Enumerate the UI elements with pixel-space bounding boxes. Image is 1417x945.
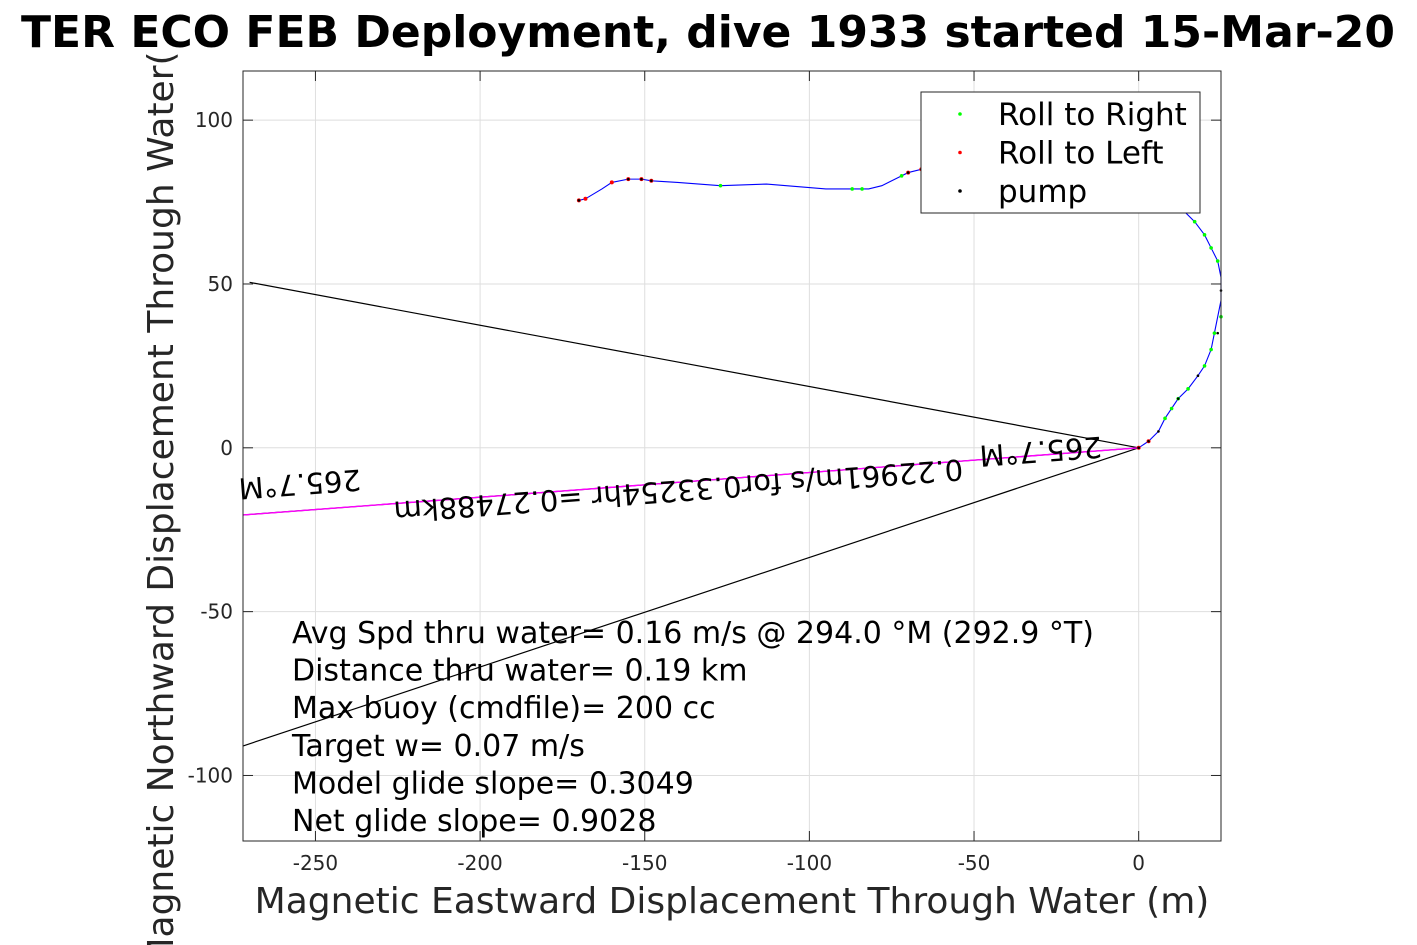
x-tick-label: -250 [293, 851, 338, 875]
pump-point [1176, 397, 1180, 400]
y-tick-label: -50 [200, 600, 233, 624]
legend-label: Roll to Right [998, 97, 1187, 133]
legend-marker [958, 112, 962, 116]
annotation-line: Target w= 0.07 m/s [291, 729, 585, 764]
roll-right-point [1212, 331, 1217, 335]
annotation-line: Net glide slope= 0.9028 [292, 804, 656, 839]
roll-right-point [1163, 416, 1167, 421]
wedge-lines [243, 281, 1139, 747]
roll-right-point [860, 187, 864, 191]
legend-label: Roll to Left [998, 136, 1164, 172]
annotation-block: Avg Spd thru water= 0.16 m/s @ 294.0 °M … [291, 616, 1094, 839]
pump-point [626, 177, 630, 181]
annotation-line: Distance thru water= 0.19 km [292, 654, 747, 689]
legend-label: pump [998, 174, 1087, 210]
roll-right-point [1202, 233, 1207, 237]
roll-left-point [609, 180, 614, 185]
roll-right-point [1209, 246, 1213, 250]
pump-point [640, 177, 643, 181]
roll-right-point [1169, 406, 1174, 411]
y-tick-label: -100 [188, 763, 233, 787]
x-tick-label: -50 [958, 851, 991, 875]
plot-frame [242, 70, 1222, 842]
roll-right-point [850, 187, 854, 191]
current-line [243, 447, 1139, 516]
y-tick-label: 0 [220, 436, 233, 460]
x-tick-label: -150 [622, 851, 667, 875]
x-tick-label: 0 [1132, 851, 1145, 875]
x-tick-label: -100 [787, 851, 832, 875]
pump-point [1137, 446, 1140, 450]
flipped-label: 0.22961m/s for0.33254hr =0.27488km [393, 452, 965, 529]
roll-left-point [583, 196, 588, 201]
pump-point [1157, 430, 1160, 433]
pump-point [906, 171, 910, 174]
roll-right-point [1202, 364, 1207, 368]
chart-title: TER ECO FEB Deployment, dive 1933 starte… [21, 7, 1395, 58]
legend-marker [958, 150, 962, 155]
roll-right-point [1215, 259, 1220, 263]
legend-marker [958, 189, 962, 193]
y-tick-label: 100 [195, 108, 233, 132]
x-axis-label: Magnetic Eastward Displacement Through W… [255, 881, 1210, 922]
annotation-line: Model glide slope= 0.3049 [292, 766, 694, 801]
flipped-label: 265.7°M [237, 462, 362, 505]
x-tick-label: -200 [457, 851, 502, 875]
y-axis-label: Magnetic Northward Displacement Through … [141, 51, 182, 945]
legend-box [920, 91, 1201, 214]
tick-layer: -250 -200 -150 -100 -50 0 -100 -50 0 50 100 [188, 71, 1221, 875]
pump-point [650, 179, 653, 183]
roll-right-point [1192, 219, 1197, 224]
roll-right-point [1186, 387, 1190, 391]
wedge-line [249, 281, 1139, 449]
pump-point [1216, 331, 1220, 335]
wedge-line [243, 447, 1139, 747]
roll-right-point [1209, 347, 1213, 352]
y-tick-label: 50 [208, 272, 233, 296]
roll-right-point [718, 183, 723, 188]
pump-point [1147, 439, 1150, 443]
pump-point [1196, 374, 1200, 378]
annotation-line: Max buoy (cmdfile)= 200 cc [292, 691, 716, 726]
annotation-line: Avg Spd thru water= 0.16 m/s @ 294.0 °M … [292, 616, 1094, 651]
pump-point [577, 199, 581, 202]
roll-right-point [899, 174, 904, 178]
